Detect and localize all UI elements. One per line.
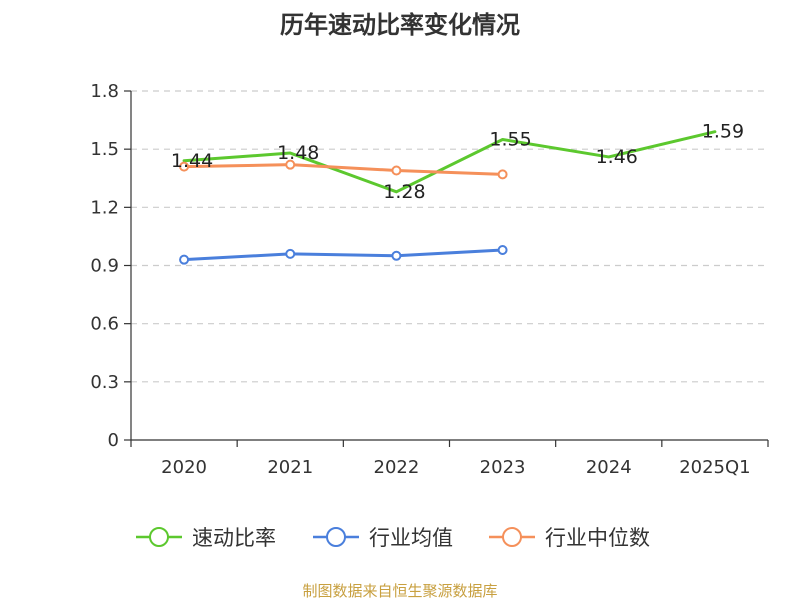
x-tick-label: 2025Q1 [679, 457, 750, 478]
data-label: 1.59 [702, 121, 744, 143]
y-tick-label: 1.5 [90, 139, 119, 160]
source-note: 制图数据来自恒生聚源数据库 [302, 582, 497, 600]
x-tick-label: 2020 [161, 457, 207, 478]
legend-item-1[interactable]: 行业均值 [313, 526, 453, 550]
x-tick-label: 2021 [267, 457, 313, 478]
y-tick-label: 1.8 [90, 81, 119, 102]
data-label: 1.44 [171, 150, 213, 172]
chart-title: 历年速动比率变化情况 [280, 11, 520, 39]
series-group [179, 130, 717, 265]
data-point [179, 254, 190, 265]
data-label: 1.28 [383, 181, 425, 203]
y-tick-label: 0.6 [90, 314, 119, 335]
data-point [285, 159, 296, 170]
x-tick-label: 2022 [374, 457, 420, 478]
data-point [391, 165, 402, 176]
y-tick-label: 0.3 [90, 372, 119, 393]
axes: 0 0.3 0.6 0.9 1.2 1.5 1.8 2020 2021 2022 2023 2024 2… [90, 81, 769, 478]
legend-label: 行业均值 [369, 526, 453, 550]
data-label: 1.55 [489, 128, 531, 150]
legend-label: 行业中位数 [545, 526, 650, 550]
y-tick-label: 0 [108, 430, 119, 451]
data-point [285, 248, 296, 259]
data-point [497, 244, 508, 255]
data-point [179, 161, 190, 172]
legend-swatch-marker [502, 527, 522, 547]
data-labels: 1.44 1.48 1.28 1.55 1.46 1.59 [171, 121, 744, 203]
legend-item-0[interactable]: 速动比率 [136, 526, 276, 550]
legend[interactable]: 速动比率 行业均值 行业中位数 [136, 526, 650, 550]
data-point [391, 250, 402, 261]
series-line-1 [182, 248, 505, 262]
data-point [497, 169, 508, 180]
x-tick-label: 2024 [586, 457, 632, 478]
legend-swatch-marker [326, 527, 346, 547]
legend-item-2[interactable]: 行业中位数 [489, 526, 650, 550]
data-label: 1.46 [596, 146, 638, 168]
x-tick-label: 2023 [480, 457, 526, 478]
legend-label: 速动比率 [192, 526, 276, 550]
series-line-2 [182, 163, 505, 176]
y-tick-label: 0.9 [90, 256, 119, 277]
legend-swatch-marker [149, 527, 169, 547]
data-label: 1.48 [277, 142, 319, 164]
y-tick-label: 1.2 [90, 197, 119, 218]
series-line-0 [182, 130, 717, 194]
grid-lines [131, 90, 768, 383]
